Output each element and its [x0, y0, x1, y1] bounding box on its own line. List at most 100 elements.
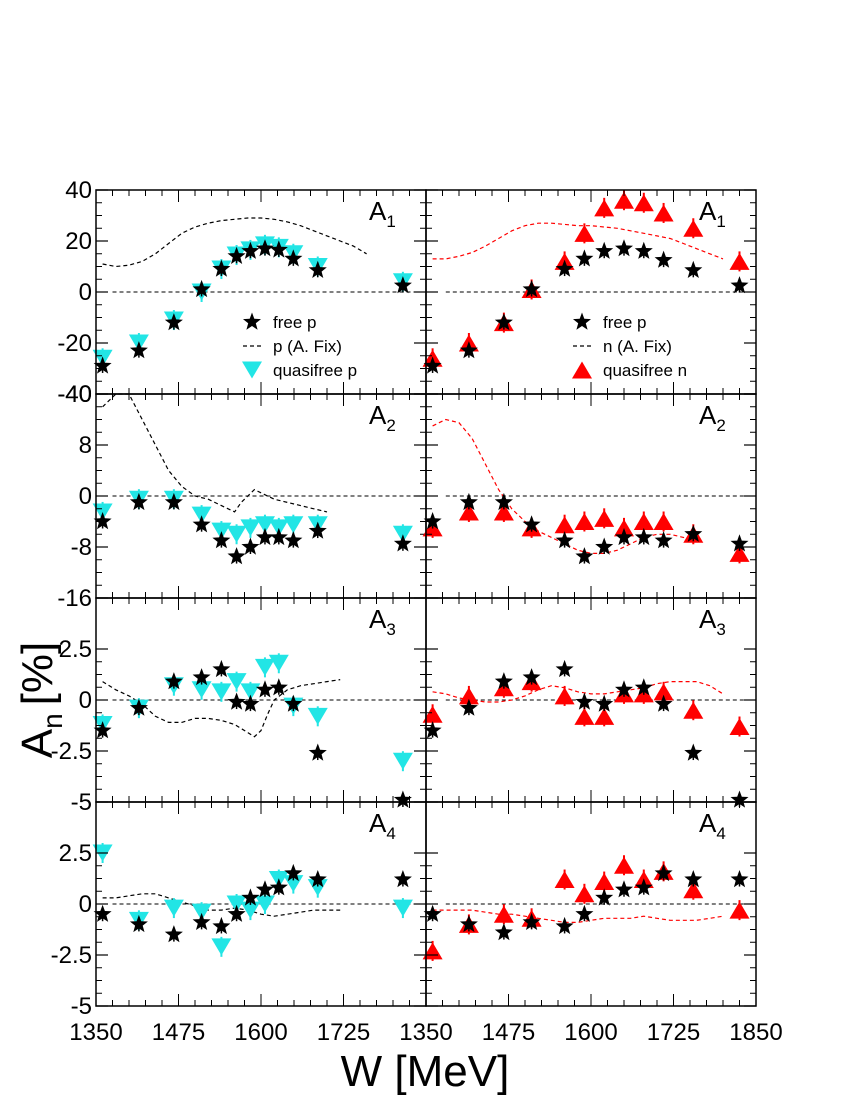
free-p-point [255, 880, 274, 898]
free-p-point [654, 694, 673, 712]
model-curve [432, 681, 724, 703]
quasifree-n-point [574, 707, 595, 725]
y-tick-label: 8 [79, 432, 92, 459]
free-p-point [212, 916, 231, 935]
free-p-point [494, 313, 513, 331]
free-p-point [227, 246, 246, 264]
axis-titles: An [%] W [MeV] [13, 642, 509, 1096]
legend: free p p (A. Fix) quasifree p [242, 312, 357, 380]
legend-quasi-label: quasifree n [603, 361, 687, 380]
quasifree-p-point [191, 903, 212, 921]
panel-label-main: A [369, 808, 387, 838]
model-curve [102, 893, 341, 917]
y-tick-label: 0 [79, 279, 92, 306]
free-p-point [284, 863, 303, 882]
y-tick-label: -20 [57, 330, 92, 357]
quasifree-p-point [392, 752, 413, 770]
y-tick-label: -40 [57, 381, 92, 408]
panel-label: A2 [699, 400, 726, 435]
free-p-point [241, 888, 260, 906]
quasifree-n-point [493, 905, 514, 923]
free-p-point [241, 694, 260, 712]
free-p-point [615, 880, 633, 898]
quasifree-n-point [614, 191, 634, 209]
panel-label-main: A [699, 604, 717, 634]
quasifree-p-point [211, 683, 232, 701]
panel-right-row-1: A1 free p n (A. Fix) quasifree n [422, 189, 757, 395]
free-p-point [241, 241, 260, 259]
free-p-point [730, 276, 749, 294]
panel-label-sub: 3 [386, 620, 395, 639]
free-p-point [522, 912, 541, 930]
free-p-point [654, 531, 673, 549]
x-tick-label: 1475 [152, 1019, 205, 1046]
free-p-point [93, 356, 112, 374]
quasifree-p-point [191, 681, 212, 699]
free-p-point [615, 680, 633, 698]
x-tick-label: 1600 [234, 1019, 287, 1046]
quasifree-p-point [240, 519, 261, 537]
quasifree-p-point [240, 901, 261, 919]
free-p-point [164, 492, 183, 511]
free-p-point [269, 678, 288, 696]
free-p-point [522, 279, 541, 298]
free-p-point [654, 250, 673, 268]
quasifree-p-point [268, 654, 289, 672]
y-tick-label: -5 [71, 789, 92, 816]
free-p-point [164, 313, 183, 331]
panel-label-main: A [699, 196, 717, 226]
quasifree-n-point [729, 901, 750, 919]
legend-fix-label: p (A. Fix) [273, 337, 342, 356]
quasifree-p-point [163, 899, 184, 917]
quasifree-n-point [729, 544, 750, 562]
quasifree-n-point [633, 194, 654, 212]
panel-right-row-2: A2 [422, 393, 757, 599]
legend-fix-label: n (A. Fix) [603, 337, 672, 356]
model-curve [432, 222, 724, 260]
free-p-point [654, 863, 673, 882]
panel-left-row-1: -40 -20 0 20 40 A1 free p p (A. Fix) quasifree p [57, 177, 427, 408]
legend-quasi-marker [572, 361, 592, 379]
y-tick-label: -2.5 [51, 738, 92, 765]
y-tick-label: -8 [71, 534, 92, 561]
free-p-point [634, 878, 653, 896]
quasifree-n-point [729, 252, 750, 270]
quasifree-n-point [458, 503, 479, 521]
quasifree-n-point [574, 885, 595, 903]
free-p-point [575, 692, 594, 710]
free-p-point [634, 527, 653, 546]
quasifree-n-point [653, 683, 674, 701]
free-p-point [129, 698, 148, 716]
legend-free-marker [573, 312, 591, 330]
legend-free-marker [243, 312, 261, 330]
free-p-point [494, 923, 513, 941]
y-axis-title-main: A [13, 728, 62, 758]
quasifree-p-point [92, 503, 113, 521]
quasifree-n-point [554, 516, 575, 534]
quasifree-n-point [574, 513, 595, 530]
quasifree-n-point [422, 705, 443, 723]
panel-label-sub: 2 [386, 416, 395, 435]
model-curve [432, 418, 697, 554]
free-p-point [555, 259, 574, 277]
panel-label-main: A [369, 604, 387, 634]
y-tick-label: 20 [65, 228, 92, 255]
y-tick-label: 2.5 [59, 636, 92, 663]
free-p-point [269, 527, 288, 546]
free-p-point [129, 492, 148, 511]
free-p-point [212, 531, 231, 549]
free-p-point [192, 912, 211, 930]
x-tick-label: 1725 [647, 1019, 700, 1046]
quasifree-p-point [307, 707, 328, 725]
quasifree-p-point [211, 522, 232, 540]
legend-free-label: free p [273, 313, 316, 332]
free-p-point [129, 341, 148, 359]
quasifree-p-point [240, 683, 261, 701]
free-p-point [684, 524, 703, 542]
free-p-point [393, 870, 412, 888]
free-p-point [494, 672, 513, 690]
legend-quasi-label: quasifree p [273, 361, 357, 380]
free-p-point [393, 534, 412, 552]
